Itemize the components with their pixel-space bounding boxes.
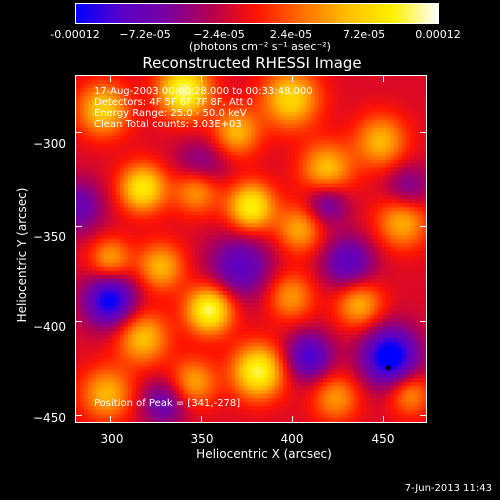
x-tick-mark <box>291 76 293 82</box>
heatmap-image <box>76 76 426 422</box>
x-tick-mark <box>110 76 112 82</box>
x-axis-label: Heliocentric X (arcsec) <box>196 447 332 461</box>
colorbar-tick-label: 2.4e-05 <box>269 28 313 41</box>
x-tick-mark <box>382 416 384 422</box>
y-tick-mark <box>420 320 426 322</box>
y-tick-label: −400 <box>33 320 66 334</box>
colorbar-tick-label: −2.4e-05 <box>193 28 245 41</box>
footer-date: 7-Jun-2013 11:43 <box>404 483 492 494</box>
y-tick-mark <box>76 320 82 322</box>
y-tick-label: −300 <box>33 137 66 151</box>
y-tick-mark <box>420 226 426 228</box>
x-tick-label: 400 <box>280 432 304 446</box>
y-tick-mark <box>76 226 82 228</box>
chart-title: Reconstructed RHESSI Image <box>142 54 362 72</box>
clean-counts-annotation: Clean Total counts: 3.03E+03 <box>94 119 242 130</box>
time-range-annotation: 17-Aug-2003 00:00:28.000 to 00:33:48.000 <box>94 86 313 97</box>
y-tick-label: −450 <box>33 411 66 425</box>
detectors-annotation: Detectors: 4F 5F 6F 7F 8F, Att 0 <box>94 97 254 108</box>
y-tick-mark <box>76 132 82 134</box>
x-tick-label: 350 <box>190 432 214 446</box>
energy-range-annotation: Energy Range: 25.0 - 50.0 keV <box>94 108 247 119</box>
peak-position-annotation: Position of Peak = [341,-278] <box>94 398 241 409</box>
x-tick-mark <box>201 416 203 422</box>
colorbar-tick-label: -0.00012 <box>50 28 100 41</box>
x-tick-mark <box>110 416 112 422</box>
x-tick-label: 450 <box>371 432 395 446</box>
x-tick-mark <box>291 416 293 422</box>
y-tick-label: −350 <box>33 230 66 244</box>
x-tick-label: 300 <box>100 432 124 446</box>
y-tick-mark <box>76 414 82 416</box>
colorbar-tick-label: −7.2e-05 <box>119 28 171 41</box>
colorbar-gradient <box>75 3 439 24</box>
x-tick-mark <box>382 76 384 82</box>
y-tick-mark <box>420 414 426 416</box>
y-tick-mark <box>420 132 426 134</box>
colorbar-units-label: (photons cm⁻² s⁻¹ asec⁻²) <box>189 40 331 53</box>
y-axis-label: Heliocentric Y (arcsec) <box>15 187 29 323</box>
colorbar-tick-label: 7.2e-05 <box>342 28 386 41</box>
x-tick-mark <box>201 76 203 82</box>
colorbar-tick-label: 0.00012 <box>415 28 461 41</box>
plot-area: 17-Aug-2003 00:00:28.000 to 00:33:48.000… <box>75 75 427 423</box>
